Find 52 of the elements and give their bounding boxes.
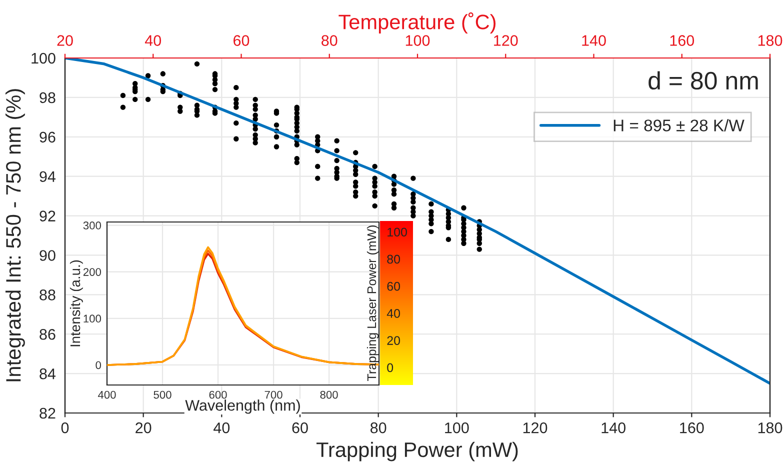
x-tick-label: 100 xyxy=(445,422,469,434)
x2-tick-label: 60 xyxy=(234,35,250,46)
x-tick-label: 120 xyxy=(523,422,548,434)
y-tick-label: 90 xyxy=(40,250,56,261)
legend-label: H = 895 ± 28 K/W xyxy=(614,119,744,132)
x2-axis-title: Temperature (˚C) xyxy=(338,12,496,34)
x-tick-label: 80 xyxy=(370,422,386,434)
y-tick-label: 300 xyxy=(83,222,102,230)
color-bar-label: 60 xyxy=(387,282,400,291)
color-bar-label: 0 xyxy=(387,363,394,372)
x2-tick-label: 20 xyxy=(57,35,73,46)
x-axis-title: Wavelength (nm) xyxy=(185,400,300,414)
y-tick-label: 88 xyxy=(40,290,56,300)
x-axis-title: Trapping Power (mW) xyxy=(316,442,518,462)
x2-tick-label: 180 xyxy=(758,35,782,46)
x-tick-label: 800 xyxy=(320,390,338,399)
color-bar-label: 80 xyxy=(387,254,400,264)
y-tick-label: 92 xyxy=(40,210,56,222)
y-axis-title: Intensity (a.u.) xyxy=(70,260,83,346)
x-tick-label: 700 xyxy=(264,390,282,399)
y-tick-label: 94 xyxy=(40,171,56,182)
x-tick-label: 400 xyxy=(98,390,116,399)
y-tick-label: 0 xyxy=(96,361,102,370)
x-tick-label: 140 xyxy=(602,422,626,434)
x-tick-label: 180 xyxy=(758,422,782,434)
x2-tick-label: 120 xyxy=(494,35,518,46)
x2-tick-label: 80 xyxy=(322,35,338,46)
color-bar-label: 40 xyxy=(386,309,400,318)
x-tick-label: 40 xyxy=(214,422,230,434)
y-tick-label: 82 xyxy=(40,408,56,419)
x2-tick-label: 160 xyxy=(670,35,694,46)
annotation: d = 80 nm xyxy=(648,71,758,90)
x-tick-label: 0 xyxy=(61,422,69,434)
x-tick-label: 500 xyxy=(154,390,172,399)
x-tick-label: 60 xyxy=(292,422,308,434)
x2-tick-label: 140 xyxy=(582,35,606,46)
x-tick-label: 20 xyxy=(136,422,152,434)
x-tick-label: 160 xyxy=(680,422,704,434)
y-tick-label: 100 xyxy=(32,52,56,64)
y-tick-label: 200 xyxy=(83,268,102,276)
color-bar-label: 100 xyxy=(388,228,407,237)
x2-tick-label: 100 xyxy=(406,35,430,46)
y-tick-label: 100 xyxy=(84,314,102,323)
x2-tick-label: 40 xyxy=(144,35,162,46)
y-tick-label: 96 xyxy=(40,132,56,143)
x-tick-label: 600 xyxy=(209,390,227,399)
color-bar-title: Trapping Laser Power (mW) xyxy=(366,226,379,381)
y-tick-label: 84 xyxy=(40,368,56,380)
y-tick-label: 86 xyxy=(40,328,56,340)
y-tick-label: 98 xyxy=(40,92,56,104)
color-bar-label: 20 xyxy=(387,336,400,345)
y-axis-title: Integrated Int: 550 - 750 nm (%) xyxy=(6,89,25,382)
